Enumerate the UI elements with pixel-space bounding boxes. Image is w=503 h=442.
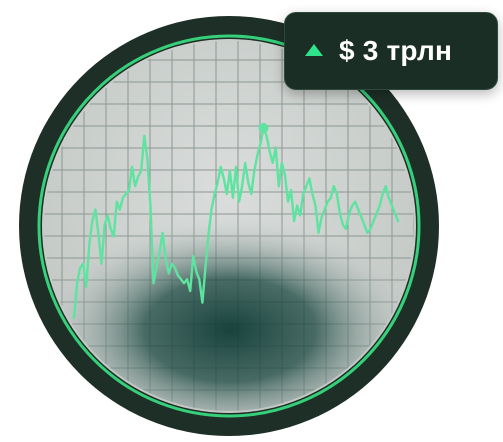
series-line: [72, 126, 400, 320]
glow-shadow: [44, 215, 414, 411]
badge-value: $ 3 трлн: [339, 35, 453, 66]
triangle-up-icon: [305, 44, 323, 56]
scope-accent-ring: [37, 34, 421, 418]
peak-marker: [258, 123, 269, 133]
value-badge: $ 3 трлн: [284, 12, 498, 90]
